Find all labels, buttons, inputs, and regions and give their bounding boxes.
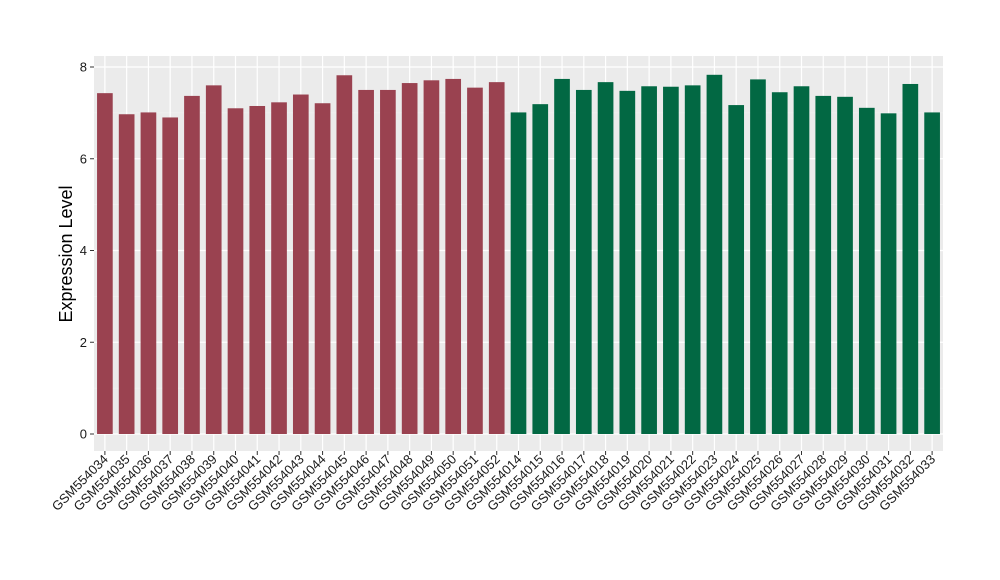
bar-GSM554024 bbox=[728, 105, 745, 434]
bar-GSM554051 bbox=[467, 87, 483, 434]
bar-GSM554040 bbox=[227, 108, 244, 434]
bar-GSM554014 bbox=[510, 112, 527, 435]
bar-GSM554042 bbox=[271, 102, 287, 434]
bar-GSM554016 bbox=[554, 78, 570, 435]
y-axis-title: Expression Level bbox=[56, 185, 76, 322]
bar-GSM554018 bbox=[597, 82, 614, 434]
y-tick-label: 2 bbox=[80, 335, 87, 350]
bar-GSM554045 bbox=[336, 75, 353, 434]
bar-GSM554035 bbox=[118, 114, 135, 434]
bar-GSM554017 bbox=[575, 89, 592, 434]
bar-GSM554044 bbox=[314, 103, 331, 435]
bar-GSM554038 bbox=[184, 95, 200, 435]
bar-GSM554015 bbox=[532, 104, 549, 434]
bar-GSM554048 bbox=[401, 83, 418, 434]
y-tick-label: 6 bbox=[80, 151, 87, 166]
bar-GSM554032 bbox=[902, 83, 919, 434]
bar-GSM554026 bbox=[771, 92, 788, 434]
bar-GSM554019 bbox=[619, 90, 636, 434]
bar-GSM554049 bbox=[423, 80, 440, 435]
bar-GSM554037 bbox=[162, 117, 179, 435]
bar-GSM554031 bbox=[880, 113, 897, 434]
bar-GSM554020 bbox=[641, 86, 657, 435]
bar-GSM554023 bbox=[706, 74, 723, 435]
bar-GSM554034 bbox=[97, 93, 113, 435]
bar-GSM554025 bbox=[750, 79, 766, 434]
y-tick-label: 0 bbox=[80, 427, 87, 442]
bar-GSM554043 bbox=[292, 94, 309, 435]
bar-GSM554030 bbox=[858, 107, 875, 434]
bar-GSM554046 bbox=[358, 89, 374, 434]
bar-GSM554052 bbox=[488, 82, 505, 434]
bar-GSM554027 bbox=[793, 86, 810, 435]
bar-GSM554029 bbox=[837, 96, 853, 434]
bar-GSM554022 bbox=[684, 85, 701, 434]
bar-GSM554033 bbox=[924, 112, 940, 435]
bar-GSM554039 bbox=[205, 85, 222, 434]
bar-GSM554047 bbox=[380, 89, 396, 434]
y-tick-label: 8 bbox=[80, 60, 87, 75]
bar-GSM554050 bbox=[445, 78, 462, 435]
y-tick-label: 4 bbox=[80, 243, 87, 258]
bar-GSM554036 bbox=[140, 112, 157, 435]
bar-GSM554028 bbox=[815, 95, 832, 435]
bar-GSM554041 bbox=[249, 105, 266, 435]
bar-GSM554021 bbox=[663, 86, 679, 434]
